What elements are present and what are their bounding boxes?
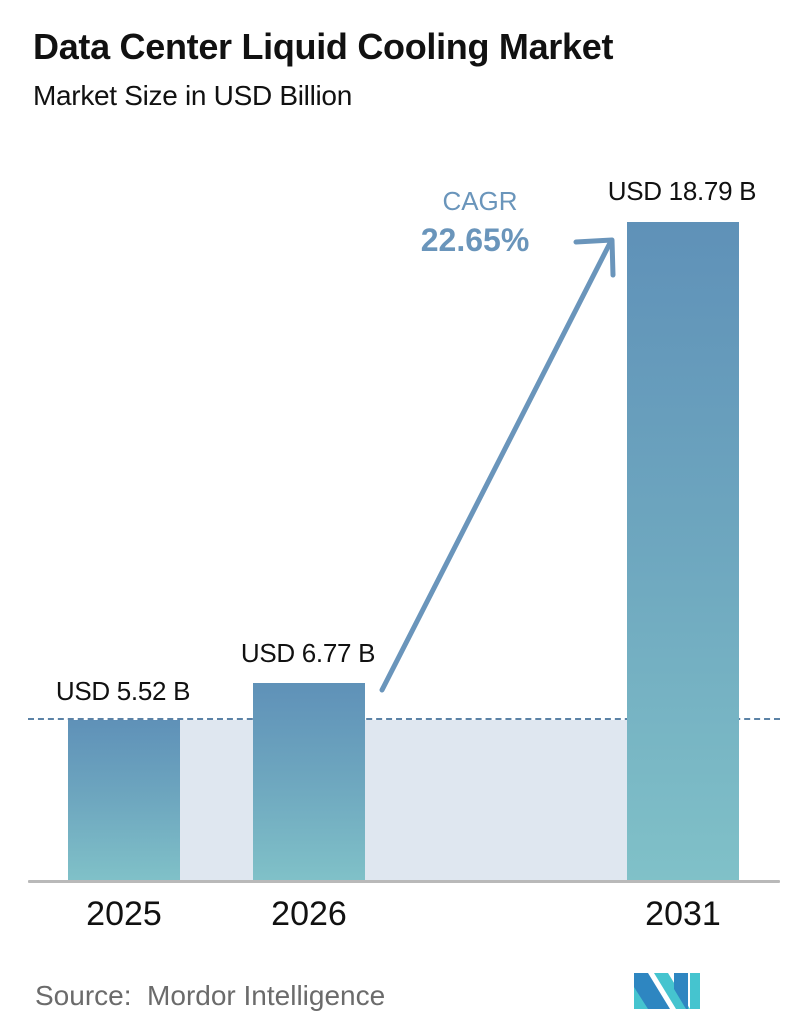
cagr-label: CAGR: [442, 186, 518, 216]
x-axis-line: [28, 880, 780, 883]
bar-2031: [627, 222, 739, 881]
x-tick-2031: 2031: [645, 895, 721, 933]
source-text: Source: Mordor Intelligence: [35, 980, 386, 1011]
chart-title: Data Center Liquid Cooling Market: [33, 26, 614, 67]
mordor-intelligence-logo-icon: [634, 973, 700, 1009]
bar-value-label-2025: USD 5.52 B: [55, 676, 191, 706]
bar-2026: [253, 683, 365, 881]
x-tick-2026: 2026: [271, 895, 347, 933]
cagr-value: 22.65%: [420, 222, 530, 258]
bar-value-label-2031: USD 18.79 B: [607, 176, 757, 206]
chart-subtitle: Market Size in USD Billion: [33, 80, 352, 111]
reference-dashed-line: [28, 718, 780, 720]
x-tick-2025: 2025: [86, 895, 162, 933]
bar-2025: [68, 720, 180, 881]
bar-value-label-2026: USD 6.77 B: [240, 638, 376, 668]
